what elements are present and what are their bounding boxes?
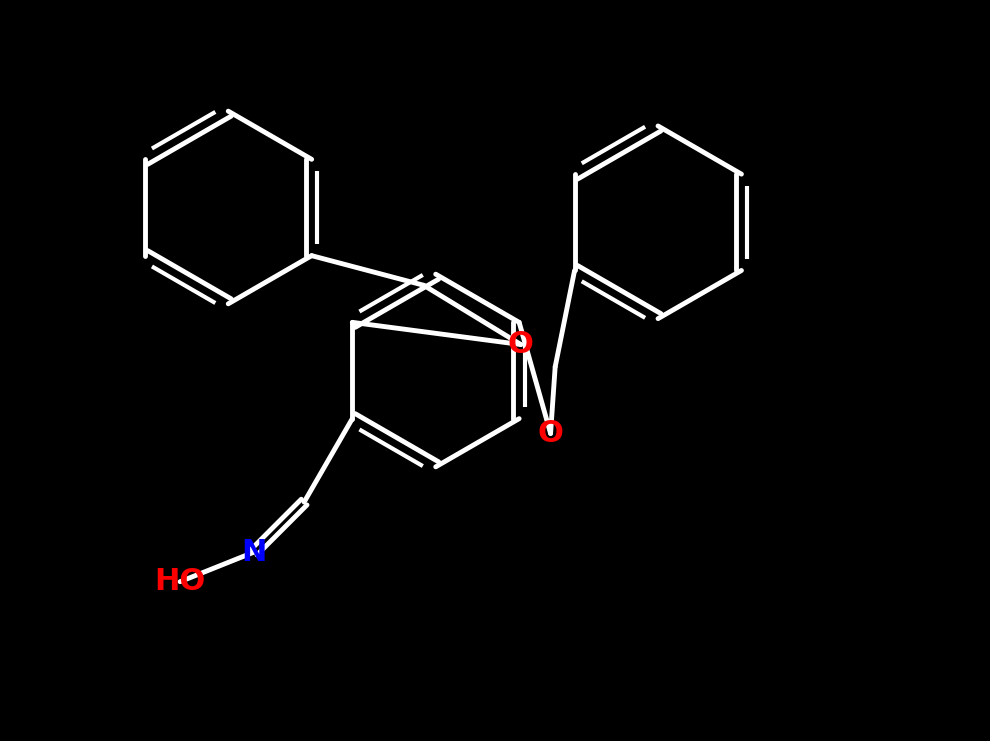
Text: HO: HO: [154, 567, 206, 597]
Text: O: O: [508, 330, 534, 359]
Text: O: O: [538, 419, 563, 448]
Text: N: N: [242, 537, 267, 567]
